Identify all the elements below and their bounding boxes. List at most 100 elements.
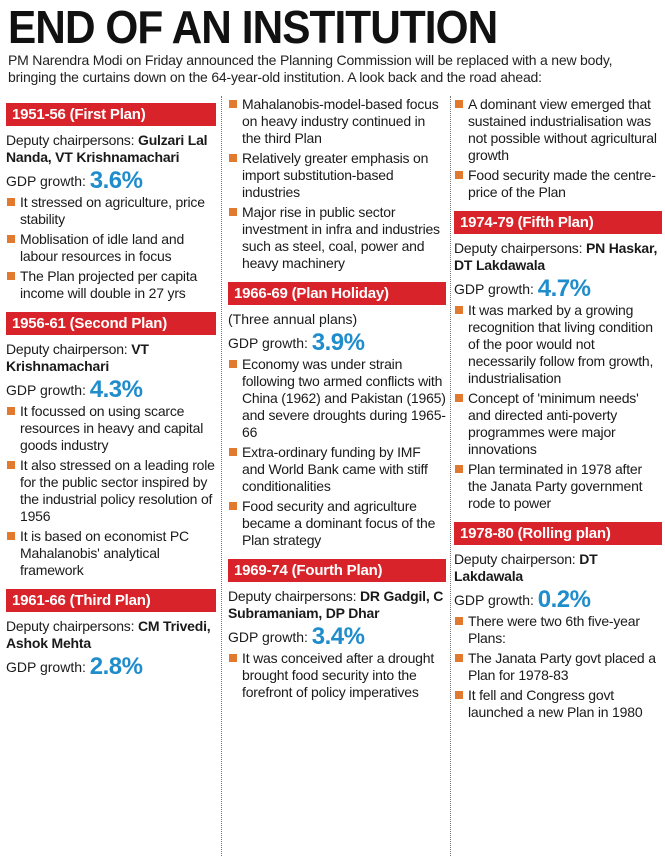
gdp-value: 4.7%: [537, 275, 591, 302]
plan-header: 1978-80 (Rolling plan): [454, 522, 662, 545]
bullet-text: Plan terminated in 1978 after the Janata…: [468, 461, 643, 511]
deputy-chairpersons: Deputy chairperson: DT Lakdawala: [454, 551, 662, 585]
bullet-text: Major rise in public sector investment i…: [242, 204, 440, 271]
gdp-label: GDP growth:: [6, 173, 86, 189]
plan-header: 1966-69 (Plan Holiday): [228, 282, 446, 305]
bullet-item: The Janata Party govt placed a Plan for …: [454, 650, 662, 684]
plan-years: 1974-79: [460, 214, 514, 231]
plan-years: 1951-56: [12, 106, 66, 123]
bullet-item: Plan terminated in 1978 after the Janata…: [454, 461, 662, 512]
deputy-names: DR Gadgil, C Subramaniam, DP Dhar: [228, 588, 444, 621]
plan-section-1951-56: 1951-56 (First Plan) Deputy chairpersons…: [6, 103, 216, 302]
plan-section-1956-61: 1956-61 (Second Plan) Deputy chairperson…: [6, 312, 216, 579]
gdp-value: 3.6%: [89, 167, 143, 194]
deputy-chairpersons: Deputy chairpersons: CM Trivedi, Ashok M…: [6, 618, 216, 652]
plan-header: 1956-61 (Second Plan): [6, 312, 216, 335]
bullet-text: Extra-ordinary funding by IMF and World …: [242, 444, 428, 494]
bullet-text: There were two 6th five-year Plans:: [468, 613, 640, 646]
plan-name: (Rolling plan): [517, 525, 611, 542]
bullet-text: Food security and agriculture became a d…: [242, 498, 436, 548]
gdp-growth: GDP growth: 3.6%: [6, 169, 216, 193]
bullet-item: It also stressed on a leading role for t…: [6, 457, 216, 525]
gdp-growth: GDP growth: 0.2%: [454, 588, 662, 612]
gdp-growth: GDP growth: 3.9%: [228, 331, 446, 355]
plan-years: 1969-74: [234, 562, 288, 579]
bullet-square-icon: [229, 448, 237, 456]
bullet-item: Extra-ordinary funding by IMF and World …: [228, 444, 446, 495]
bullet-text: Relatively greater emphasis on import su…: [242, 150, 429, 200]
gdp-label: GDP growth:: [6, 382, 86, 398]
bullet-item: It is based on economist PC Mahalanobis'…: [6, 528, 216, 579]
gdp-value: 3.4%: [311, 623, 365, 650]
gdp-growth: GDP growth: 2.8%: [6, 655, 216, 679]
deputy-label: Deputy chairperson:: [454, 551, 576, 567]
bullet-item: It fell and Congress govt launched a new…: [454, 687, 662, 721]
bullet-text: It also stressed on a leading role for t…: [20, 457, 215, 524]
plan-name: (First Plan): [69, 106, 146, 123]
bullet-text: Moblisation of idle land and labour reso…: [20, 231, 185, 264]
deputy-chairpersons: Deputy chairperson: VT Krishnamachari: [6, 341, 216, 375]
bullet-square-icon: [455, 306, 463, 314]
bullet-list: Economy was under strain following two a…: [228, 356, 446, 549]
bullet-list: It focussed on using scarce resources in…: [6, 403, 216, 579]
bullet-text: It is based on economist PC Mahalanobis'…: [20, 528, 189, 578]
column-3: A dominant view emerged that sustained i…: [454, 96, 662, 731]
gdp-label: GDP growth:: [6, 659, 86, 675]
plan-years: 1961-66: [12, 592, 66, 609]
bullet-list: Mahalanobis-model-based focus on heavy i…: [228, 96, 446, 272]
deputy-names: DT Lakdawala: [454, 551, 598, 584]
deputy-names: PN Haskar, DT Lakdawala: [454, 240, 658, 273]
bullet-square-icon: [229, 502, 237, 510]
plan-header: 1969-74 (Fourth Plan): [228, 559, 446, 582]
column-divider: [450, 96, 451, 856]
bullet-list: It was conceived after a drought brought…: [228, 650, 446, 701]
headline: END OF AN INSTITUTION: [8, 1, 498, 53]
bullet-text: Concept of 'minimum needs' and directed …: [468, 390, 639, 457]
plan-years: 1966-69: [234, 285, 288, 302]
bullet-square-icon: [7, 198, 15, 206]
gdp-label: GDP growth:: [454, 281, 534, 297]
deputy-chairpersons: Deputy chairpersons: PN Haskar, DT Lakda…: [454, 240, 662, 274]
bullet-item: Economy was under strain following two a…: [228, 356, 446, 441]
bullet-text: Mahalanobis-model-based focus on heavy i…: [242, 96, 439, 146]
column-1: 1951-56 (First Plan) Deputy chairpersons…: [6, 103, 216, 686]
plan-name: (Third Plan): [69, 592, 151, 609]
plan-section-1978-80: 1978-80 (Rolling plan) Deputy chairperso…: [454, 522, 662, 721]
bullet-item: It was marked by a growing recognition t…: [454, 302, 662, 387]
bullet-text: The Plan projected per capita income wil…: [20, 268, 198, 301]
bullet-text: The Janata Party govt placed a Plan for …: [468, 650, 656, 683]
bullet-square-icon: [455, 465, 463, 473]
deputy-label: Deputy chairperson:: [6, 341, 128, 357]
gdp-growth: GDP growth: 4.7%: [454, 277, 662, 301]
bullet-item: It focussed on using scarce resources in…: [6, 403, 216, 454]
bullet-square-icon: [229, 654, 237, 662]
bullet-item: The Plan projected per capita income wil…: [6, 268, 216, 302]
bullet-item: Mahalanobis-model-based focus on heavy i…: [228, 96, 446, 147]
plan-section-1974-79: 1974-79 (Fifth Plan) Deputy chairpersons…: [454, 211, 662, 512]
plan-header: 1974-79 (Fifth Plan): [454, 211, 662, 234]
bullet-list: There were two 6th five-year Plans: The …: [454, 613, 662, 721]
bullet-item: Major rise in public sector investment i…: [228, 204, 446, 272]
bullet-item: It was conceived after a drought brought…: [228, 650, 446, 701]
deputy-label: Deputy chairpersons:: [6, 618, 135, 634]
plan-name: (Fourth Plan): [291, 562, 383, 579]
plan-years: 1978-80: [460, 525, 514, 542]
bullet-item: It stressed on agriculture, price stabil…: [6, 194, 216, 228]
bullet-list: It was marked by a growing recognition t…: [454, 302, 662, 512]
bullet-text: It stressed on agriculture, price stabil…: [20, 194, 205, 227]
bullet-list: It stressed on agriculture, price stabil…: [6, 194, 216, 302]
plan-header: 1961-66 (Third Plan): [6, 589, 216, 612]
bullet-text: Economy was under strain following two a…: [242, 356, 446, 440]
bullet-item: Moblisation of idle land and labour reso…: [6, 231, 216, 265]
column-divider: [221, 96, 222, 856]
deputy-names: CM Trivedi, Ashok Mehta: [6, 618, 211, 651]
deputy-label: Deputy chairpersons:: [228, 588, 357, 604]
bullet-text: A dominant view emerged that sustained i…: [468, 96, 657, 163]
bullet-square-icon: [455, 394, 463, 402]
bullet-square-icon: [7, 272, 15, 280]
plan-name: (Plan Holiday): [291, 285, 389, 302]
gdp-label: GDP growth:: [228, 629, 308, 645]
gdp-value: 4.3%: [89, 376, 143, 403]
column-2: Mahalanobis-model-based focus on heavy i…: [228, 96, 446, 711]
plan-note: (Three annual plans): [228, 311, 358, 327]
